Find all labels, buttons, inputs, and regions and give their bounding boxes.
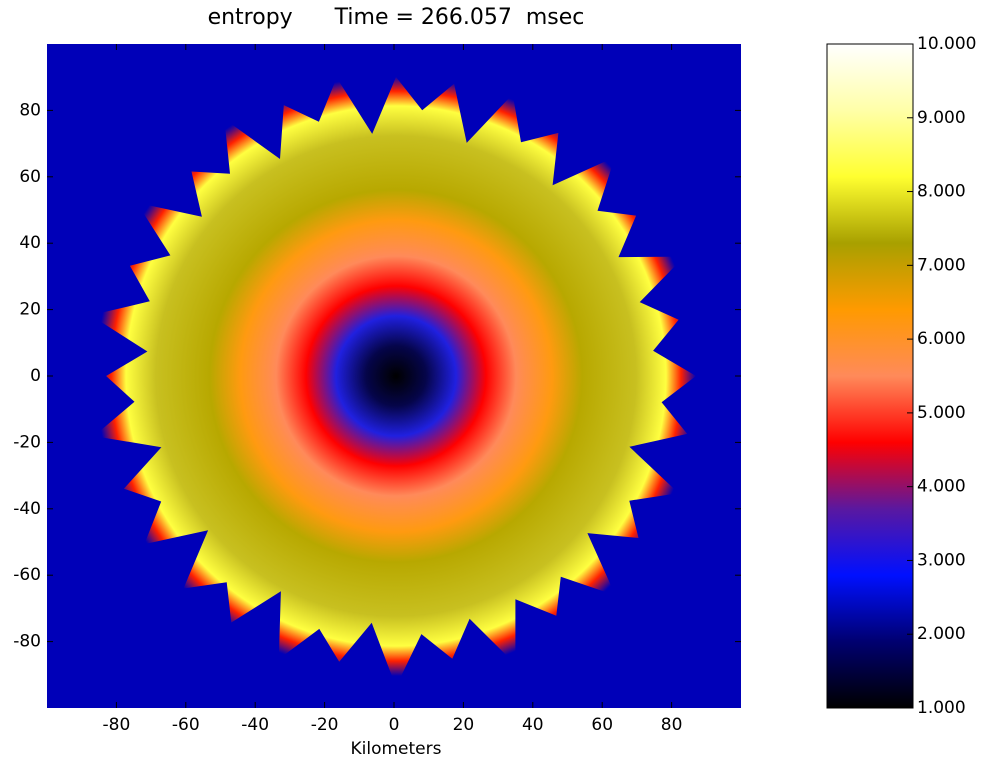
y-tick-label: 80 xyxy=(19,100,41,120)
y-tick-label: -40 xyxy=(13,499,41,519)
y-tick-label: 60 xyxy=(19,167,41,187)
chart-title: entropy Time = 266.057 msec xyxy=(208,5,585,30)
colorbar-tick-label: 1.000 xyxy=(917,698,966,718)
colorbar-tick-label: 7.000 xyxy=(917,255,966,275)
y-tick-label: -20 xyxy=(13,432,41,452)
y-tick-label: 20 xyxy=(19,300,41,320)
colorbar xyxy=(826,43,914,709)
colorbar-tick-label: 5.000 xyxy=(917,403,966,423)
x-tick-label: 60 xyxy=(591,715,613,735)
y-tick-label: -80 xyxy=(13,632,41,652)
x-tick-label: 0 xyxy=(389,715,400,735)
colorbar-tick-label: 6.000 xyxy=(917,329,966,349)
x-tick-label: 80 xyxy=(661,715,683,735)
y-tick-label: 0 xyxy=(30,366,41,386)
x-axis-label: Kilometers xyxy=(351,739,442,759)
x-tick-label: -40 xyxy=(241,715,269,735)
colorbar-tick-label: 9.000 xyxy=(917,108,966,128)
x-tick-label: 40 xyxy=(522,715,544,735)
x-tick-label: -80 xyxy=(103,715,131,735)
colorbar-tick-label: 4.000 xyxy=(917,477,966,497)
colorbar-tick-label: 10.000 xyxy=(917,34,976,54)
x-tick-label: -60 xyxy=(172,715,200,735)
y-tick-label: -60 xyxy=(13,565,41,585)
colorbar-tick-label: 8.000 xyxy=(917,182,966,202)
x-tick-label: 20 xyxy=(453,715,475,735)
colorbar-tick-label: 2.000 xyxy=(917,624,966,644)
colorbar-tick-label: 3.000 xyxy=(917,550,966,570)
y-tick-label: 40 xyxy=(19,233,41,253)
x-tick-label: -20 xyxy=(311,715,339,735)
